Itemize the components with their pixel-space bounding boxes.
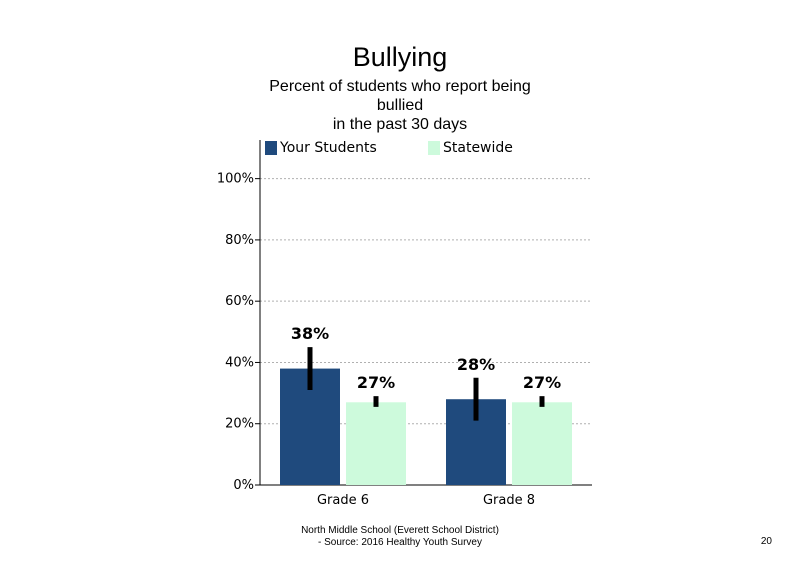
legend-item-your-students: Your Students [265, 140, 377, 156]
y-tick-label: 60% [225, 294, 254, 309]
footer-line: North Middle School (Everett School Dist… [301, 525, 499, 536]
subtitle-line: in the past 30 days [332, 116, 468, 133]
bar-statewide [346, 402, 406, 485]
data-label: 28% [457, 355, 495, 374]
footer-line: - Source: 2016 Healthy Youth Survey [318, 537, 482, 548]
y-tick-label: 100% [217, 172, 254, 187]
chart-title: Bullying [352, 42, 448, 72]
subtitle-line: Percent of students who report being [269, 78, 531, 95]
bar-statewide [512, 402, 572, 485]
legend-item-statewide: Statewide [428, 140, 513, 156]
y-tick-label: 0% [233, 478, 254, 493]
y-tick-label: 80% [225, 233, 254, 248]
x-tick-label: Grade 6 [317, 493, 369, 508]
legend-label: Statewide [443, 140, 513, 156]
footer-source: North Middle School (Everett School Dist… [250, 525, 550, 549]
subtitle-line: bullied [376, 97, 424, 114]
x-tick-label: Grade 8 [483, 493, 535, 508]
data-label: 27% [523, 373, 561, 392]
page-number: 20 [760, 536, 772, 547]
y-tick-label: 20% [225, 417, 254, 432]
legend-swatch-your-students [265, 141, 277, 155]
chart-subtitle: Percent of students who report being bul… [250, 77, 550, 134]
data-label: 27% [357, 373, 395, 392]
legend-swatch-statewide [428, 141, 440, 155]
legend-label: Your Students [280, 140, 377, 156]
data-label: 38% [291, 324, 329, 343]
y-tick-label: 40% [225, 355, 254, 370]
